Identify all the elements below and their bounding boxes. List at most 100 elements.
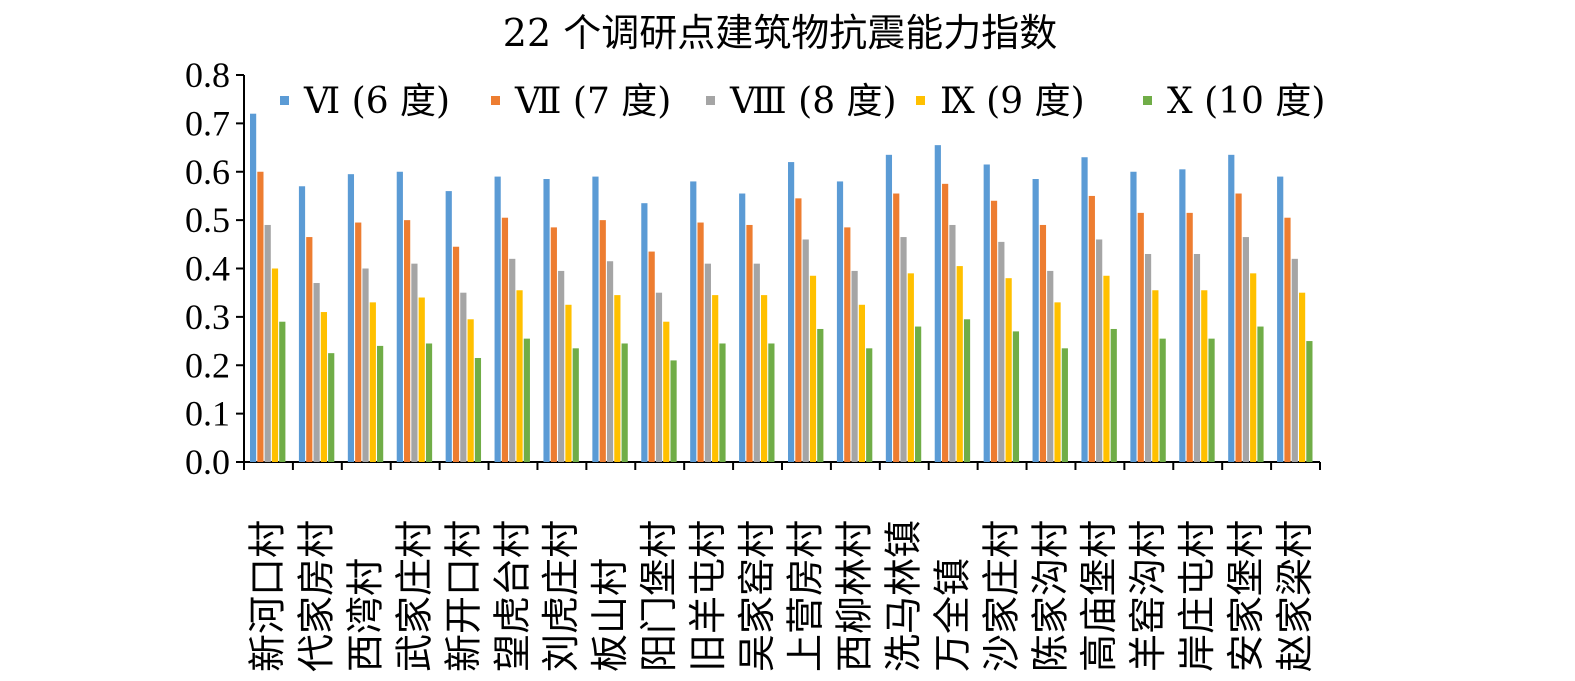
bar [523,338,530,462]
category-label: 新河口村 [246,520,290,672]
legend-label: Ⅵ (6 度) [303,81,450,122]
bar [900,237,907,462]
y-tick-label: 0.4 [185,249,230,289]
legend-swatch [1143,96,1152,105]
y-tick-label: 0.5 [185,200,230,240]
bar [369,302,376,462]
bar [690,181,697,462]
category-label: 板山村 [588,558,632,672]
bar [844,227,851,462]
bar [739,193,746,462]
bar [1179,169,1186,462]
bar [396,171,403,462]
bar [460,292,467,462]
bar [425,343,433,462]
category-label: 万全镇 [930,558,974,672]
category-label: 高庙堡村 [1077,520,1121,672]
bar [1159,338,1166,462]
y-tick-label: 0.2 [185,345,230,385]
bar [264,224,271,462]
bar [377,345,384,462]
bar [817,328,824,462]
bar [572,348,579,462]
bar [1284,217,1291,462]
bar [1291,258,1298,462]
bar [1005,278,1012,462]
bar [474,357,482,462]
bar [809,275,817,462]
bar [768,343,775,462]
bar [543,179,550,462]
bar [313,283,320,462]
bar [1250,273,1257,462]
y-tick-label: 0.8 [185,55,230,95]
bar [592,176,599,462]
bar [753,263,760,462]
bar [411,263,418,462]
bar [558,270,565,462]
bar [516,290,523,462]
bar [1242,237,1249,462]
bar [298,186,306,462]
legend-swatch [916,96,925,105]
bar [942,183,949,462]
bar [1032,179,1039,462]
bar [1081,157,1088,463]
category-label: 西柳林村 [833,520,877,672]
bar [788,162,795,462]
legend-label: Ⅷ (8 度) [729,81,897,122]
category-label: 武家庄村 [392,520,436,672]
bar [663,321,670,462]
category-label: 陈家沟村 [1028,520,1072,672]
bar [418,297,425,462]
bars-group [250,113,1313,463]
category-label: 刘虎庄村 [539,520,583,672]
bar [983,164,990,463]
bar [655,292,663,462]
bar [866,348,873,462]
y-tick-label: 0.1 [185,394,230,434]
bar [998,241,1005,462]
category-label: 代家房村 [295,520,339,672]
category-label: 洗马林镇 [882,520,926,672]
bar [858,304,866,462]
category-label: 西湾村 [344,558,388,672]
bar [1130,171,1137,462]
y-tick-label: 0.0 [185,442,230,482]
legend-swatch [491,96,500,105]
y-tick-label: 0.3 [185,297,230,337]
bar [746,224,753,462]
bar [1047,270,1054,462]
bar [1061,348,1068,462]
bar [712,295,719,462]
category-label: 岸庄屯村 [1175,520,1219,672]
bar [1208,338,1215,462]
bar [445,191,452,462]
category-label: 阳门堡村 [637,520,681,672]
bar [501,217,509,462]
bar [1186,212,1193,462]
y-axis: 0.0 0.1 0.2 0.3 0.4 0.5 0.6 0.7 0.8 [185,55,245,482]
bar [404,220,411,463]
bar [1088,195,1095,462]
bar [1096,239,1103,462]
category-label: 赵家梁村 [1273,520,1317,672]
bar [1110,328,1117,462]
bar [795,198,802,463]
legend-swatch [706,96,715,105]
bar [494,176,501,462]
bar [893,193,900,462]
bar [1193,253,1201,462]
bar [915,326,922,462]
bar [362,268,369,462]
bar [836,181,844,462]
bar [1144,253,1152,462]
bar [1201,290,1208,462]
bar [1103,275,1110,462]
category-label: 沙家庄村 [979,520,1023,672]
bar [1228,154,1235,462]
bar [1012,331,1020,462]
legend: Ⅵ (6 度) Ⅶ (7 度) Ⅷ (8 度) Ⅸ (9 度) Ⅹ (10 度) [280,81,1325,122]
bar [509,258,516,462]
